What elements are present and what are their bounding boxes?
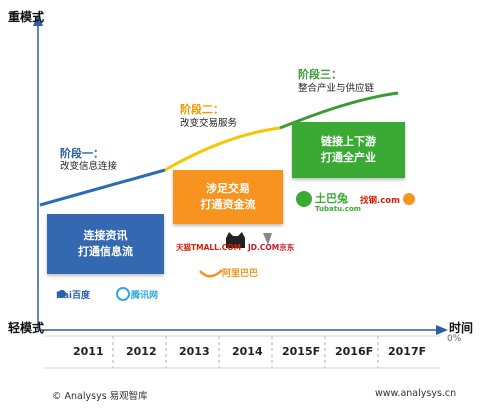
stage-3-box-line-2: 打通全产业 xyxy=(321,151,376,164)
tmall-cat-icon xyxy=(226,232,245,248)
qq-globe-icon xyxy=(116,287,130,301)
stage-2-box-line-1: 涉足交易 xyxy=(206,182,250,195)
alibaba-smile-icon xyxy=(199,269,223,278)
x-axis-label: 时间 xyxy=(449,321,474,335)
year-2017f: 2017F xyxy=(388,345,427,358)
stage-3-title: 阶段三： xyxy=(298,68,342,81)
year-2014: 2014 xyxy=(232,345,263,358)
y-axis-bottom-label: 轻模式 xyxy=(8,321,45,335)
stage-1-title: 阶段一： xyxy=(60,147,104,160)
logo-alibaba: 阿里巴巴 xyxy=(222,269,259,279)
year-dividers xyxy=(112,336,379,368)
corner-mark: 0% xyxy=(447,334,462,344)
year-2013: 2013 xyxy=(179,345,210,358)
logo-tmall: 天猫TMALL.COM xyxy=(176,243,242,252)
stage-1-box-line-2: 打通信息流 xyxy=(78,245,133,258)
jd-dog-icon xyxy=(263,233,272,245)
y-axis-arrow xyxy=(33,14,43,26)
logo-zhaogang: 找钢.com xyxy=(360,196,400,206)
stage-2-title: 阶段二： xyxy=(180,103,224,116)
footer-website: www.analysys.cn xyxy=(375,388,457,399)
logo-tubatu: 土巴兔 xyxy=(315,192,348,205)
footer-copyright: © Analysys 易观智库 xyxy=(52,391,148,402)
tubatu-rabbit-icon xyxy=(296,191,312,207)
year-2016f: 2016F xyxy=(335,345,374,358)
year-2011: 2011 xyxy=(73,345,104,358)
y-axis-top-label: 重模式 xyxy=(8,10,45,24)
logo-qq: 腾讯网 xyxy=(131,291,159,301)
stage-3-subtitle: 整合产业与供应链 xyxy=(298,83,375,94)
curve-stage-2 xyxy=(164,126,281,172)
stage-1-subtitle: 改变信息连接 xyxy=(60,161,118,172)
x-axis-arrow xyxy=(436,325,448,335)
stage-2-box: 涉足交易 打通资金流 xyxy=(173,170,283,224)
stage-1-box: 连接资讯 打通信息流 xyxy=(47,214,164,274)
year-2012: 2012 xyxy=(126,345,157,358)
year-2015f: 2015F xyxy=(282,345,321,358)
stage-2-box-line-2: 打通资金流 xyxy=(200,198,256,211)
logo-baidu: Bai百度 xyxy=(56,291,91,301)
logo-tubatu-domain: Tubatu.com xyxy=(315,205,361,213)
logo-jd: JD.COM京东 xyxy=(248,243,295,252)
curve-stage-1 xyxy=(39,168,166,207)
stage-3-box-line-1: 链接上下游 xyxy=(321,135,376,148)
stage-1-box-line-1: 连接资讯 xyxy=(83,229,128,242)
zhaogang-mascot-icon xyxy=(403,193,415,205)
baidu-paw-icon xyxy=(58,290,66,298)
stage-2-subtitle: 改变交易服务 xyxy=(180,118,238,129)
stage-3-box: 链接上下游 打通全产业 xyxy=(292,122,405,178)
